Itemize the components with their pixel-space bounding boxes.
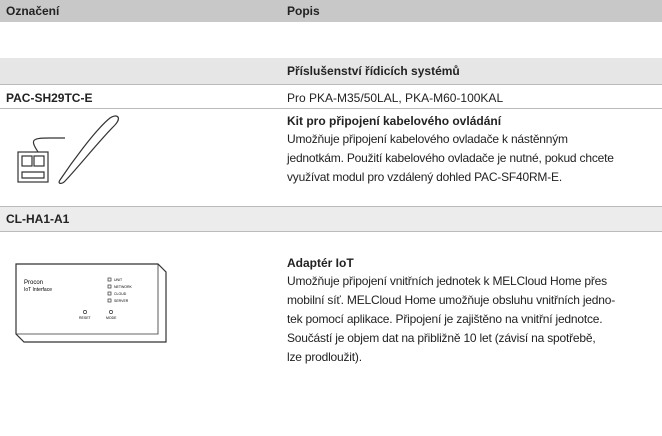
text-line: tek pomocí aplikace. Připojení je zajišt… [287, 312, 603, 326]
led-label: UNIT [114, 278, 123, 282]
text-line: mobilní síť. MELCloud Home umožňuje obsl… [287, 293, 616, 307]
led [107, 298, 112, 303]
device-outline [15, 263, 167, 343]
section-title: Příslušenství řídicích systémů [287, 64, 460, 78]
led [107, 291, 112, 296]
separator [0, 108, 662, 109]
item-description: Umožňuje připojení kabelového ovladače k… [287, 130, 614, 187]
header-row [0, 0, 662, 22]
cable-kit-image [17, 115, 119, 184]
item-code: CL-HA1-A1 [6, 212, 70, 226]
text-line: Umožňuje připojení kabelového ovladače k… [287, 132, 568, 146]
item-title: Adaptér IoT [287, 256, 354, 270]
header-col2: Popis [287, 4, 320, 18]
separator [0, 231, 662, 232]
button [83, 310, 87, 314]
device-model: IoT Interface [24, 287, 52, 293]
section-row [0, 58, 662, 84]
led-label: CLOUD [114, 292, 127, 296]
item-code: PAC-SH29TC-E [6, 91, 93, 105]
separator [0, 206, 662, 207]
text-line: lze prodloužit). [287, 350, 362, 364]
header-col1: Označení [6, 4, 60, 18]
device-brand: Procon [24, 280, 43, 286]
led [107, 277, 112, 282]
item-row [0, 207, 662, 231]
led-label: SERVER [114, 299, 129, 303]
text-line: Součástí je objem dat na přibližně 10 le… [287, 331, 596, 345]
item-note: Pro PKA-M35/50LAL, PKA-M60-100KAL [287, 91, 504, 105]
button-label: MODE [106, 316, 117, 320]
device-face [16, 263, 159, 335]
text-line: jednotkám. Použití kabelového ovladače j… [287, 151, 614, 165]
text-line: využívat modul pro vzdálený dohled PAC-S… [287, 170, 562, 184]
button-label: RESET [79, 316, 92, 320]
separator [0, 84, 662, 85]
text-line: Umožňuje připojení vnitřních jednotek k … [287, 274, 607, 288]
item-description: Umožňuje připojení vnitřních jednotek k … [287, 272, 615, 367]
led-label: NETWORK [114, 285, 133, 289]
button [109, 310, 113, 314]
iot-device-image: Procon IoT Interface UNIT NETWORK CLOUD … [15, 263, 167, 343]
item-title: Kit pro připojení kabelového ovládání [287, 114, 502, 128]
led [107, 284, 112, 289]
